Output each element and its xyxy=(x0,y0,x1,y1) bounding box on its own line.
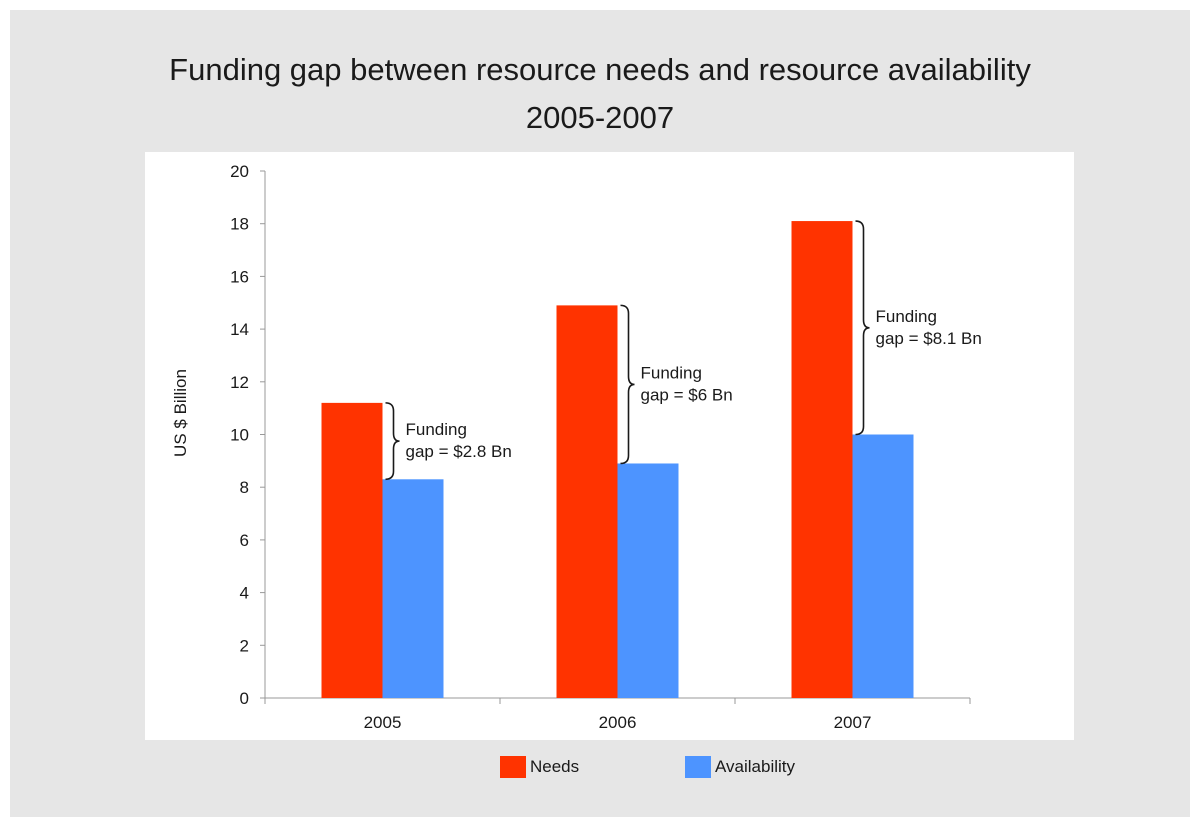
gap-brace-2006 xyxy=(620,304,635,465)
bar-availability-2006 xyxy=(617,463,679,698)
gap-annotation-2005: Funding gap = $2.8 Bn xyxy=(406,420,512,461)
chart-title: Funding gap between resource needs and r… xyxy=(0,46,1200,142)
bar-needs-2006 xyxy=(556,305,618,698)
x-tick-label: 2007 xyxy=(834,713,872,732)
y-tick-label: 20 xyxy=(230,162,249,181)
legend-item-needs: Needs xyxy=(500,756,579,778)
y-tick-label: 0 xyxy=(240,689,249,708)
chart-title-line-1: Funding gap between resource needs and r… xyxy=(169,52,1031,87)
gap-annotation-line: gap = $6 Bn xyxy=(641,385,733,404)
legend-swatch-needs xyxy=(500,756,526,778)
bar-needs-2007 xyxy=(791,221,853,698)
bar-availability-2007 xyxy=(852,434,914,698)
y-tick-label: 18 xyxy=(230,215,249,234)
legend-label-availability: Availability xyxy=(715,757,796,776)
gap-annotation-line: Funding xyxy=(876,307,937,326)
legend-label-needs: Needs xyxy=(530,757,580,776)
y-axis-title: US $ Billion xyxy=(171,369,190,457)
gap-brace-2007 xyxy=(855,220,870,436)
y-tick-label: 4 xyxy=(240,584,249,603)
x-tick-label: 2005 xyxy=(364,713,402,732)
y-tick-label: 10 xyxy=(230,426,249,445)
y-tick-label: 2 xyxy=(240,636,249,655)
bar-needs-2005 xyxy=(321,402,383,698)
y-tick-label: 6 xyxy=(240,531,249,550)
y-tick-label: 16 xyxy=(230,267,249,286)
chart-title-line-2: 2005-2007 xyxy=(525,100,675,135)
gap-annotation-line: Funding xyxy=(641,363,702,382)
gap-annotation-2006: Funding gap = $6 Bn xyxy=(641,363,733,404)
gap-annotation-2007: Funding gap = $8.1 Bn xyxy=(876,307,982,348)
y-tick-label: 14 xyxy=(230,320,249,339)
gap-annotation-line: gap = $2.8 Bn xyxy=(406,442,512,461)
gap-annotation-line: Funding xyxy=(406,420,467,439)
legend-swatch-availability xyxy=(685,756,711,778)
bar-availability-2005 xyxy=(382,479,444,698)
legend-item-availability: Availability xyxy=(685,756,795,778)
x-tick-label: 2006 xyxy=(599,713,637,732)
y-tick-label: 8 xyxy=(240,478,249,497)
legend: Needs Availability xyxy=(0,756,1200,786)
gap-annotation-line: gap = $8.1 Bn xyxy=(876,329,982,348)
gap-brace-2005 xyxy=(385,402,400,481)
y-tick-label: 12 xyxy=(230,373,249,392)
